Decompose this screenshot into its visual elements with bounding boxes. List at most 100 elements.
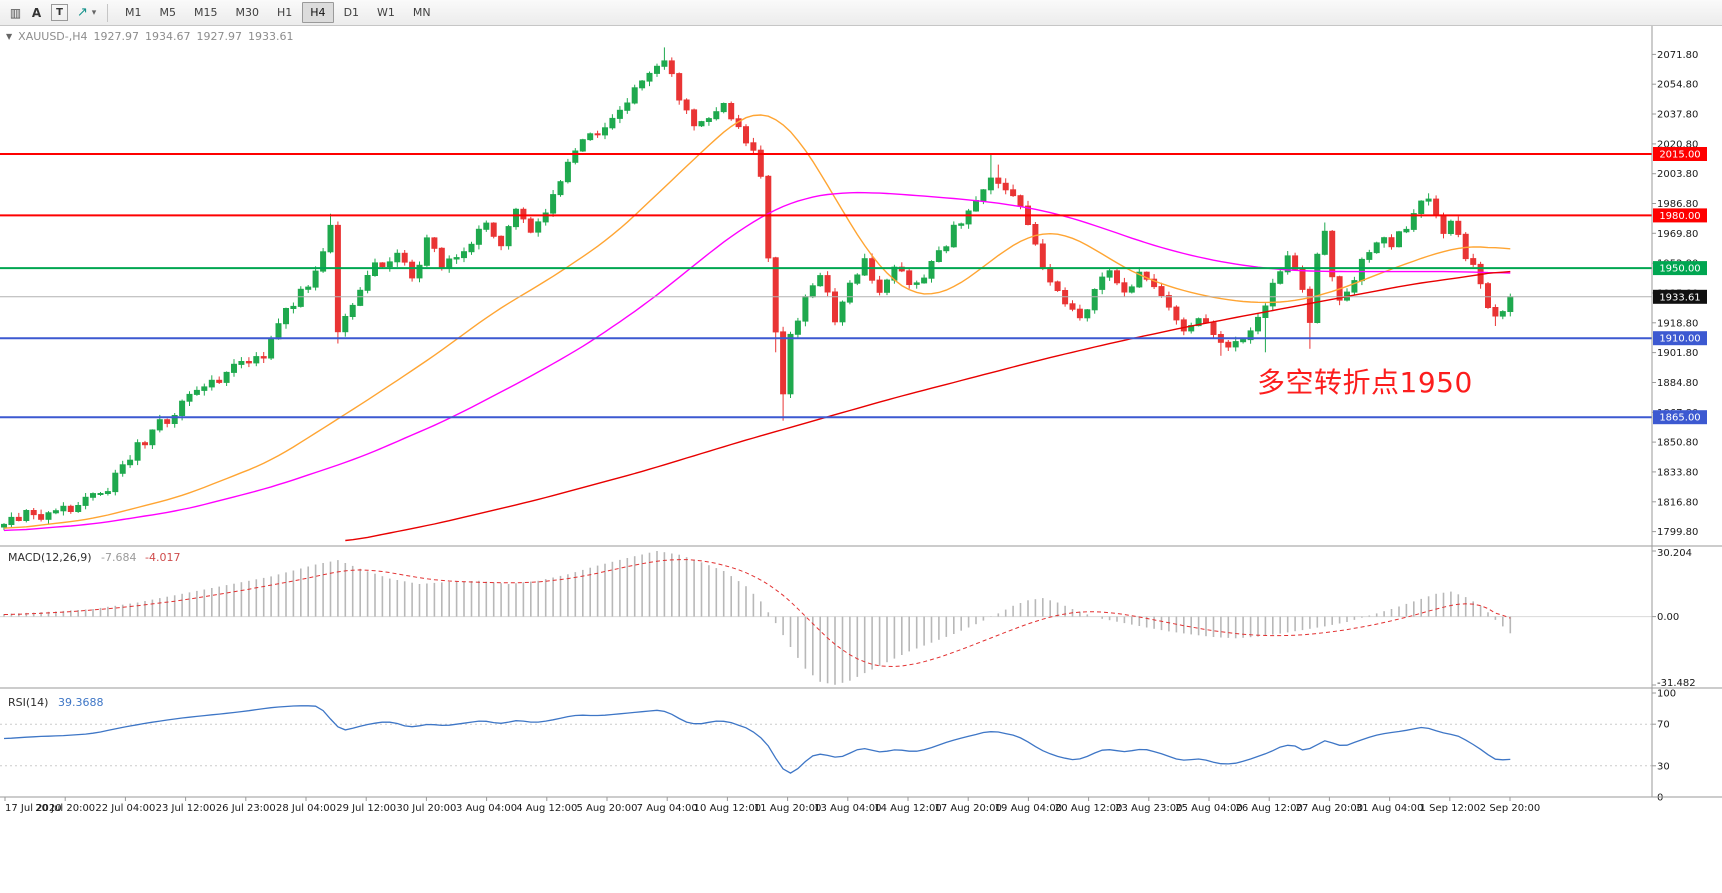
price-badge (1653, 208, 1707, 223)
svg-text:19 Aug 04:00: 19 Aug 04:00 (995, 803, 1062, 814)
svg-text:26 Jul 23:00: 26 Jul 23:00 (216, 803, 276, 814)
collapse-arrow-icon[interactable]: ▼ (6, 32, 13, 41)
svg-text:30.204: 30.204 (1657, 548, 1692, 559)
tf-button-m1[interactable]: M1 (125, 6, 142, 19)
tf-button-mn[interactable]: MN (412, 6, 431, 19)
macd-signal-line (3, 559, 1511, 668)
svg-text:14 Aug 12:00: 14 Aug 12:00 (874, 803, 941, 814)
svg-text:2020.80: 2020.80 (1657, 139, 1698, 150)
tf-button-m5[interactable]: M5 (159, 6, 177, 19)
rsi-indicator-label: RSI(14) 39.3688 (8, 696, 103, 709)
price-badge (1653, 147, 1707, 161)
tf-button-h4[interactable]: H4 (302, 2, 334, 23)
svg-text:1816.80: 1816.80 (1657, 497, 1698, 508)
macd-panel: 30.204 0.00 -31.482 (0, 545, 1722, 689)
svg-text:2037.80: 2037.80 (1657, 110, 1698, 121)
rsi-line (3, 705, 1511, 774)
svg-text:31 Aug 04:00: 31 Aug 04:00 (1356, 803, 1423, 814)
macd-signal-value: -4.017 (145, 551, 181, 564)
svg-text:1 Sep 12:00: 1 Sep 12:00 (1420, 803, 1480, 814)
svg-text:1850.80: 1850.80 (1657, 438, 1698, 449)
svg-text:7 Aug 04:00: 7 Aug 04:00 (637, 803, 698, 814)
symbol-ohlc-label: ▼ XAUUSD-,H4 1927.97 1934.67 1927.97 193… (6, 30, 294, 43)
svg-text:1950.00: 1950.00 (1659, 264, 1700, 275)
svg-text:2071.80: 2071.80 (1657, 50, 1698, 61)
svg-text:2 Sep 20:00: 2 Sep 20:00 (1480, 803, 1540, 814)
toolbar-tools: ▥ A T ↗ ▾ (5, 3, 99, 22)
svg-text:1933.61: 1933.61 (1659, 292, 1700, 303)
svg-text:26 Aug 12:00: 26 Aug 12:00 (1235, 803, 1302, 814)
svg-text:1986.80: 1986.80 (1657, 199, 1698, 210)
timeframe-toolbar: M1 M5 M15 M30 H1 H4 D1 W1 MN (116, 2, 440, 23)
toolbar-separator (107, 3, 108, 22)
text-tool-icon[interactable]: T (51, 4, 68, 21)
svg-text:13 Aug 04:00: 13 Aug 04:00 (814, 803, 881, 814)
svg-text:5 Aug 20:00: 5 Aug 20:00 (576, 803, 637, 814)
cursor-tool-icon[interactable]: A (31, 5, 42, 20)
svg-text:-31.482: -31.482 (1657, 678, 1696, 689)
price-badge (1653, 289, 1707, 304)
svg-text:1901.80: 1901.80 (1657, 348, 1698, 359)
svg-text:28 Jul 04:00: 28 Jul 04:00 (276, 803, 336, 814)
svg-text:17 Jul 2020: 17 Jul 2020 (5, 803, 62, 814)
tf-button-m15[interactable]: M15 (194, 6, 218, 19)
svg-text:29 Jul 12:00: 29 Jul 12:00 (336, 803, 396, 814)
svg-text:0: 0 (1657, 793, 1663, 804)
svg-text:30: 30 (1657, 761, 1670, 772)
chart-mode-icon[interactable]: ▥ (9, 5, 22, 20)
moving-averages-layer (3, 114, 1511, 542)
rsi-name: RSI(14) (8, 696, 49, 709)
price-scale[interactable]: 2071.80 2054.80 2037.80 2020.80 2003.80 1986.… (1651, 25, 1707, 797)
svg-text:4 Aug 12:00: 4 Aug 12:00 (516, 803, 577, 814)
svg-text:100: 100 (1657, 689, 1676, 700)
svg-text:1918.80: 1918.80 (1657, 318, 1698, 329)
arrow-tool-icon[interactable]: ↗ (77, 5, 88, 20)
chart-annotation-text: 多空转折点1950 (1257, 366, 1473, 399)
svg-text:10 Aug 12:00: 10 Aug 12:00 (694, 803, 761, 814)
svg-text:1833.80: 1833.80 (1657, 467, 1698, 478)
svg-text:3 Aug 04:00: 3 Aug 04:00 (456, 803, 517, 814)
svg-text:17 Aug 20:00: 17 Aug 20:00 (934, 803, 1001, 814)
ma-line-long-red (345, 270, 1511, 542)
svg-text:70: 70 (1657, 720, 1670, 731)
tf-button-d1[interactable]: D1 (343, 6, 360, 19)
svg-text:2003.80: 2003.80 (1657, 169, 1698, 180)
svg-text:1884.80: 1884.80 (1657, 378, 1698, 389)
high-value: 1934.67 (145, 30, 191, 43)
svg-text:1980.00: 1980.00 (1659, 211, 1700, 222)
svg-text:25 Aug 04:00: 25 Aug 04:00 (1175, 803, 1242, 814)
price-badge (1653, 331, 1707, 346)
svg-text:0.00: 0.00 (1657, 612, 1679, 623)
tf-button-h1[interactable]: H1 (277, 6, 293, 19)
caret-down-icon[interactable]: ▾ (91, 7, 97, 18)
tf-button-m30[interactable]: M30 (235, 6, 260, 19)
rsi-value: 39.3688 (57, 696, 104, 709)
macd-indicator-label: MACD(12,26,9) -7.684 -4.017 (8, 551, 180, 564)
tf-button-w1[interactable]: W1 (377, 6, 395, 19)
svg-text:23 Jul 12:00: 23 Jul 12:00 (156, 803, 216, 814)
svg-text:1799.80: 1799.80 (1657, 527, 1698, 538)
macd-name: MACD(12,26,9) (8, 551, 92, 564)
levels-layer (0, 153, 1652, 419)
rsi-panel: 100 70 30 0 (0, 687, 1722, 804)
ma-line-fast-orange (3, 114, 1511, 529)
close-value: 1933.61 (248, 30, 294, 43)
svg-text:20 Jul 20:00: 20 Jul 20:00 (35, 803, 95, 814)
open-value: 1927.97 (93, 30, 140, 43)
svg-text:30 Jul 20:00: 30 Jul 20:00 (396, 803, 456, 814)
low-value: 1927.97 (196, 30, 243, 43)
svg-text:27 Aug 20:00: 27 Aug 20:00 (1296, 803, 1363, 814)
svg-text:1865.00: 1865.00 (1659, 413, 1700, 424)
candles-layer (1, 47, 1514, 531)
svg-text:1969.80: 1969.80 (1657, 229, 1698, 240)
svg-text:20 Aug 12:00: 20 Aug 12:00 (1055, 803, 1122, 814)
svg-text:2054.80: 2054.80 (1657, 80, 1698, 91)
svg-text:11 Aug 20:00: 11 Aug 20:00 (754, 803, 821, 814)
svg-text:1910.00: 1910.00 (1659, 334, 1700, 345)
svg-text:23 Aug 23:00: 23 Aug 23:00 (1115, 803, 1182, 814)
symbol-title: XAUUSD-,H4 (18, 30, 88, 43)
svg-text:2015.00: 2015.00 (1659, 150, 1700, 161)
